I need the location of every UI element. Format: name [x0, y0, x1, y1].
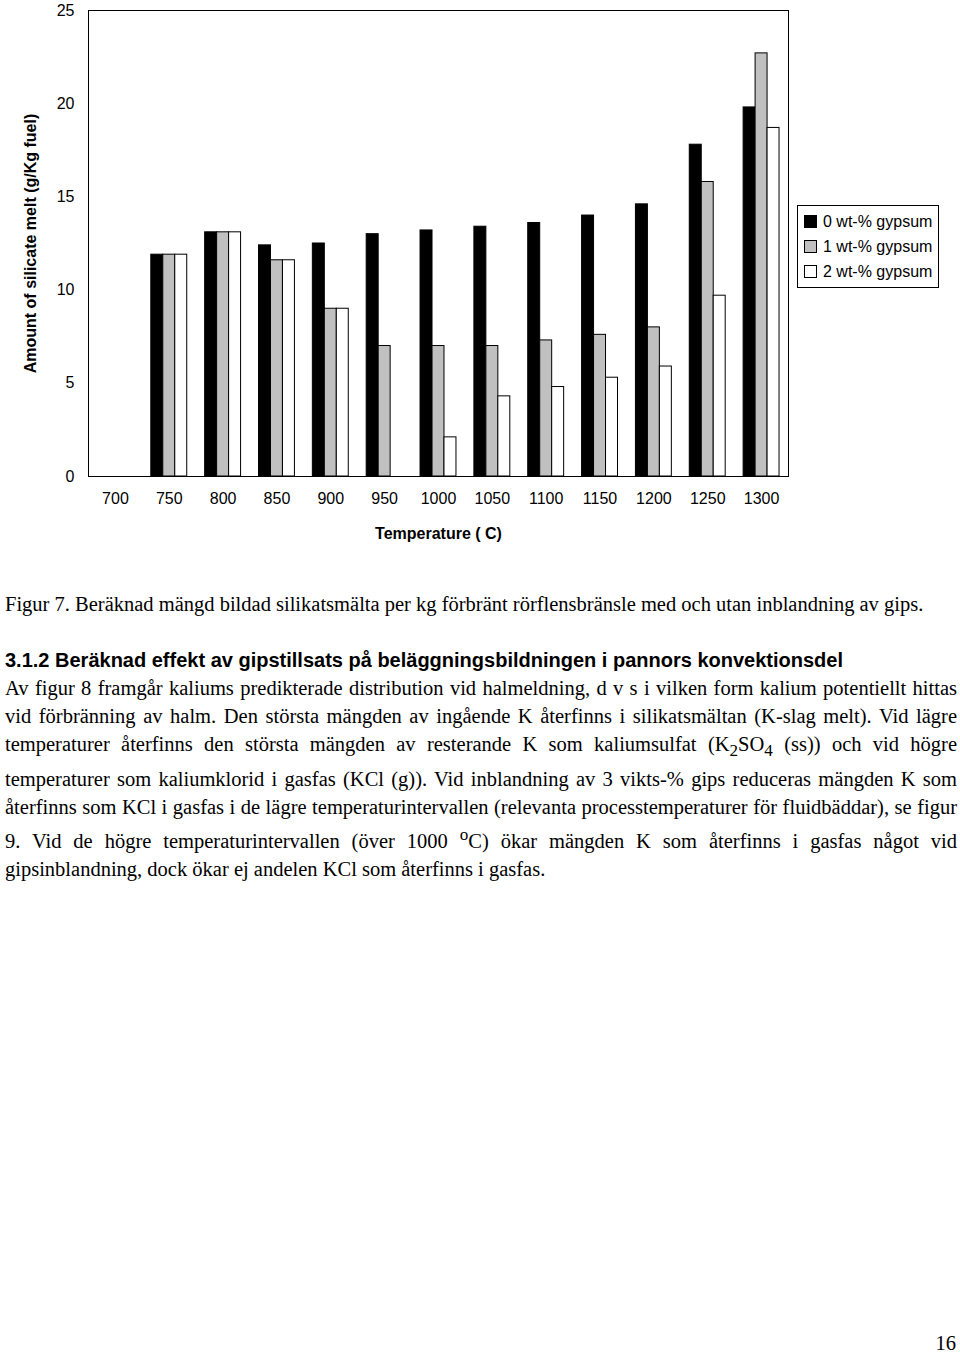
html-text:16: 16	[935, 1332, 956, 1354]
svg-text:10: 10	[57, 281, 75, 298]
svg-text:800: 800	[210, 490, 237, 507]
svg-text:1250: 1250	[690, 490, 726, 507]
svg-text:0: 0	[66, 468, 75, 485]
html-text:0 wt-% gypsum: 0 wt-% gypsum	[823, 212, 933, 230]
svg-text:1000: 1000	[421, 490, 457, 507]
svg-text:1050: 1050	[475, 490, 511, 507]
svg-text:1100: 1100	[529, 490, 564, 507]
html-text:Av figur 8 framgår kaliums pre: Av figur 8 framgår kaliums predikterade …	[5, 677, 957, 880]
svg-text:20: 20	[57, 95, 75, 112]
svg-text:700: 700	[102, 490, 129, 507]
html-text:2 wt-% gypsum: 2 wt-% gypsum	[823, 262, 933, 280]
svg-text:850: 850	[264, 490, 291, 507]
svg-text:5: 5	[66, 374, 75, 391]
html-text:Figur 7. Beräknad mängd bildad: Figur 7. Beräknad mängd bildad silikatsm…	[5, 593, 924, 615]
svg-text:900: 900	[317, 490, 344, 507]
svg-text:1150: 1150	[583, 490, 618, 507]
svg-text:15: 15	[57, 188, 75, 205]
svg-text:1200: 1200	[636, 490, 672, 507]
svg-text:750: 750	[156, 490, 183, 507]
svg-text:25: 25	[57, 2, 75, 19]
svg-text:Temperature ( C): Temperature ( C)	[375, 525, 502, 542]
svg-text:1300: 1300	[744, 490, 780, 507]
svg-text:Amount of silicate melt (g/Kg: Amount of silicate melt (g/Kg fuel)	[22, 114, 39, 374]
html-text:3.1.2 Beräknad effekt av gipst: 3.1.2 Beräknad effekt av gipstillsats på…	[5, 649, 843, 671]
html-text:1 wt-% gypsum: 1 wt-% gypsum	[823, 237, 933, 255]
svg-text:950: 950	[371, 490, 398, 507]
